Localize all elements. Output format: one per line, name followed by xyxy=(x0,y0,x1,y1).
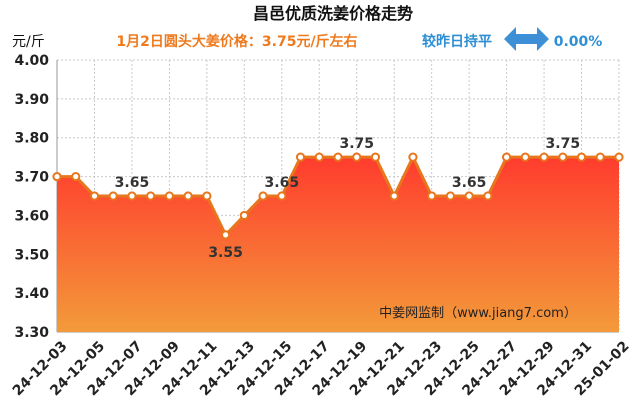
y-tick-label: 3.40 xyxy=(14,286,49,302)
x-axis-ticks: 24-12-0324-12-0524-12-0724-12-0924-12-11… xyxy=(10,338,633,399)
data-point xyxy=(427,191,437,201)
watermark-text: 中姜网监制（www.jiang7.com） xyxy=(379,306,577,321)
data-point xyxy=(445,191,455,201)
area-shape xyxy=(57,157,619,332)
data-point xyxy=(164,191,174,201)
y-axis-unit: 元/斤 xyxy=(12,34,45,50)
data-point xyxy=(258,191,268,201)
area-fill xyxy=(57,157,619,332)
data-point xyxy=(520,152,530,162)
data-label: 3.65 xyxy=(452,175,487,191)
data-point xyxy=(71,171,81,182)
data-point xyxy=(389,191,399,201)
double-arrow-icon xyxy=(504,27,549,51)
series-points xyxy=(52,152,624,240)
data-point xyxy=(239,210,249,221)
data-point xyxy=(408,152,418,162)
data-point xyxy=(483,191,493,201)
change-percent: 0.00% xyxy=(554,34,603,50)
data-point xyxy=(333,152,343,162)
y-tick-label: 4.00 xyxy=(14,53,49,69)
data-point xyxy=(614,152,624,162)
chart-title: 昌邑优质洗姜价格走势 xyxy=(253,4,413,23)
data-point xyxy=(146,191,156,201)
data-point xyxy=(108,191,118,201)
data-label: 3.55 xyxy=(208,245,243,261)
data-point xyxy=(595,152,605,162)
data-point xyxy=(539,152,549,162)
data-point xyxy=(295,152,306,162)
data-label: 3.65 xyxy=(265,175,300,191)
data-point xyxy=(221,230,231,240)
data-label: 3.65 xyxy=(115,175,150,191)
y-axis-ticks: 3.30 3.40 3.50 3.60 3.70 3.80 3.90 4.00 xyxy=(14,53,49,341)
data-label: 3.75 xyxy=(546,136,581,152)
price-subtitle: 1月2日圆头大姜价格：3.75元/斤左右 xyxy=(116,33,357,50)
data-point xyxy=(202,191,212,201)
y-tick-label: 3.30 xyxy=(14,325,49,341)
data-point xyxy=(370,152,381,162)
data-point xyxy=(314,152,324,162)
data-point xyxy=(352,152,362,162)
data-point xyxy=(464,191,474,201)
data-point xyxy=(183,191,193,201)
data-labels: 3.65 3.55 3.65 3.75 3.65 3.75 xyxy=(115,136,580,261)
data-point xyxy=(558,152,568,162)
data-point xyxy=(277,191,287,201)
y-tick-label: 3.50 xyxy=(14,247,49,263)
y-tick-label: 3.60 xyxy=(14,208,49,224)
data-point xyxy=(502,152,512,162)
compare-label: 较昨日持平 xyxy=(422,33,492,50)
data-point xyxy=(576,152,587,162)
data-point xyxy=(127,191,137,201)
data-label: 3.75 xyxy=(339,136,374,152)
y-tick-label: 3.90 xyxy=(14,92,49,108)
y-tick-label: 3.70 xyxy=(14,170,49,186)
y-tick-label: 3.80 xyxy=(14,131,49,147)
data-point xyxy=(89,191,100,201)
data-point xyxy=(52,171,62,182)
